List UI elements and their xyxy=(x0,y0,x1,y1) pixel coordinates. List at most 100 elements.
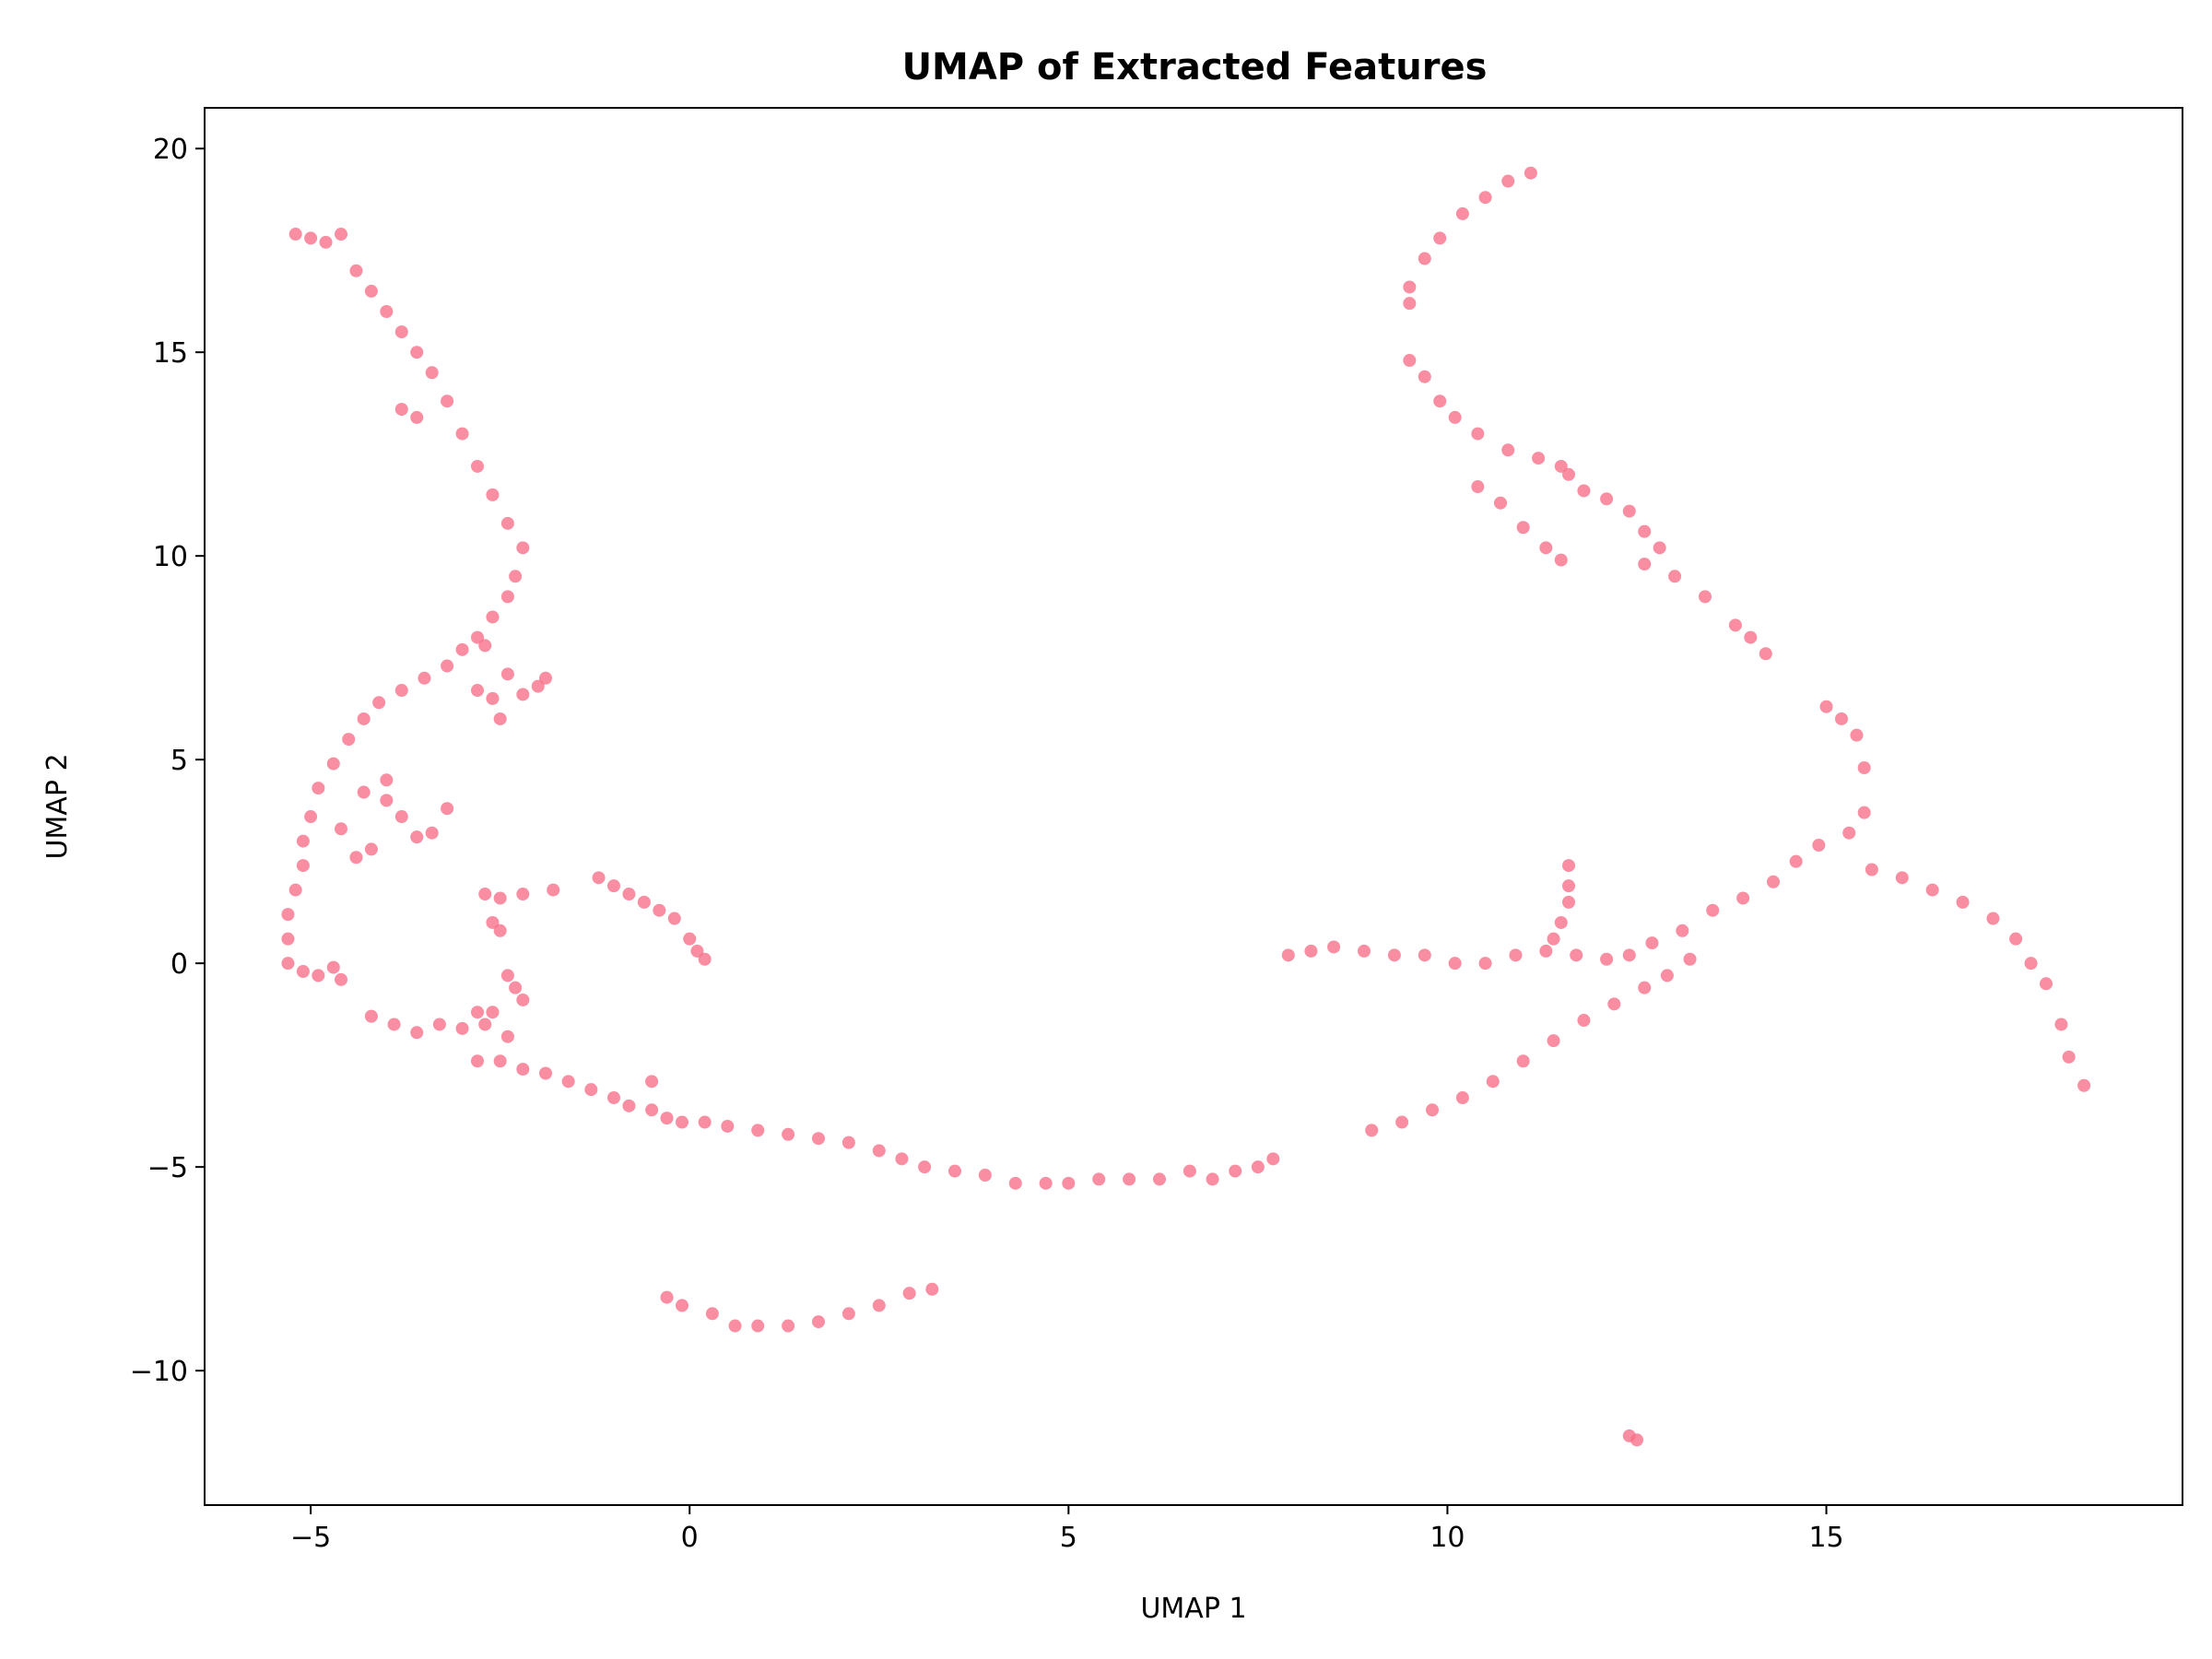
scatter-point xyxy=(1638,981,1652,994)
scatter-point xyxy=(1471,427,1485,441)
scatter-point xyxy=(394,810,408,824)
scatter-point xyxy=(387,1018,401,1031)
scatter-point xyxy=(698,952,712,966)
scatter-point xyxy=(493,891,507,905)
scatter-point xyxy=(645,1103,659,1117)
scatter-point xyxy=(326,757,340,771)
scatter-point xyxy=(296,834,310,848)
scatter-point xyxy=(410,410,424,424)
scatter-point xyxy=(2040,977,2053,991)
y-tick-label: 5 xyxy=(171,745,188,777)
scatter-point xyxy=(326,960,340,974)
scatter-point xyxy=(1577,484,1591,498)
scatter-point xyxy=(607,1091,620,1105)
y-tick-label: −5 xyxy=(147,1152,188,1184)
scatter-point xyxy=(728,1319,742,1333)
scatter-point xyxy=(493,712,507,725)
scatter-point xyxy=(281,908,295,922)
scatter-point xyxy=(304,231,318,245)
scatter-point xyxy=(500,516,514,530)
scatter-point xyxy=(394,403,408,417)
scatter-point xyxy=(471,459,484,473)
scatter-point xyxy=(441,394,454,408)
scatter-point xyxy=(516,1063,530,1077)
scatter-point xyxy=(1418,948,1431,962)
scatter-point xyxy=(455,1021,469,1035)
scatter-point xyxy=(500,667,514,681)
scatter-point xyxy=(1251,1160,1265,1174)
scatter-point xyxy=(1395,1115,1409,1129)
scatter-point xyxy=(1653,541,1666,555)
scatter-point xyxy=(1668,570,1682,583)
scatter-point xyxy=(1699,590,1712,604)
scatter-point xyxy=(1501,174,1515,188)
scatter-point xyxy=(1448,410,1462,424)
x-axis-label: UMAP 1 xyxy=(1140,1593,1246,1625)
scatter-point xyxy=(1486,1075,1500,1088)
scatter-point xyxy=(1645,936,1659,950)
scatter-point xyxy=(1554,915,1568,929)
scatter-point xyxy=(516,993,530,1006)
scatter-point xyxy=(1547,1034,1560,1048)
scatter-point xyxy=(782,1319,795,1333)
chart-title: UMAP of Extracted Features xyxy=(902,46,1488,88)
y-axis-label: UMAP 2 xyxy=(41,753,74,859)
scatter-point xyxy=(1547,932,1560,946)
scatter-point xyxy=(486,1006,500,1019)
scatter-point xyxy=(660,1112,674,1125)
scatter-point xyxy=(486,691,500,705)
scatter-point xyxy=(493,1054,507,1068)
scatter-point xyxy=(500,969,514,982)
scatter-point xyxy=(1744,630,1758,644)
scatter-point xyxy=(372,696,386,710)
scatter-point xyxy=(281,957,295,971)
scatter-point xyxy=(357,785,371,799)
scatter-point xyxy=(1660,969,1674,982)
scatter-point xyxy=(1403,354,1417,368)
scatter-point xyxy=(1501,443,1515,457)
scatter-point xyxy=(1789,854,1803,868)
scatter-point xyxy=(676,1299,688,1312)
scatter-point xyxy=(357,712,371,725)
scatter-point xyxy=(1600,492,1614,506)
scatter-point xyxy=(622,888,636,901)
scatter-point xyxy=(698,1115,712,1129)
scatter-point xyxy=(1182,1164,1196,1178)
scatter-point xyxy=(500,590,514,604)
scatter-point xyxy=(335,972,347,986)
scatter-point xyxy=(1562,859,1575,873)
scatter-point xyxy=(1455,206,1469,220)
plot-frame xyxy=(204,107,2183,1506)
scatter-point xyxy=(1455,1091,1469,1105)
scatter-point xyxy=(2054,1018,2068,1031)
scatter-point xyxy=(1562,895,1575,909)
scatter-point xyxy=(296,965,310,979)
scatter-point xyxy=(1956,895,1970,909)
scatter-point xyxy=(349,264,363,277)
scatter-point xyxy=(1524,166,1537,180)
scatter-point xyxy=(2024,957,2038,971)
scatter-point xyxy=(493,924,507,937)
scatter-point xyxy=(380,773,394,787)
scatter-point xyxy=(441,802,454,816)
scatter-point xyxy=(1638,558,1652,571)
scatter-point xyxy=(1008,1176,1022,1190)
scatter-point xyxy=(782,1127,795,1141)
scatter-point xyxy=(1092,1172,1106,1186)
scatter-point xyxy=(1850,728,1864,742)
scatter-point xyxy=(1638,524,1652,538)
scatter-point xyxy=(1418,370,1431,383)
scatter-point xyxy=(1728,618,1742,632)
scatter-point xyxy=(1812,838,1826,852)
scatter-point xyxy=(1433,231,1447,245)
x-tick-label: 10 xyxy=(1430,1522,1465,1554)
scatter-point xyxy=(1516,521,1530,535)
scatter-point xyxy=(660,1290,674,1304)
scatter-point xyxy=(607,879,620,893)
scatter-point xyxy=(1607,997,1621,1011)
scatter-point xyxy=(1736,891,1750,905)
scatter-point xyxy=(471,684,484,698)
x-tick-label: 15 xyxy=(1808,1522,1843,1554)
scatter-point xyxy=(335,228,347,241)
